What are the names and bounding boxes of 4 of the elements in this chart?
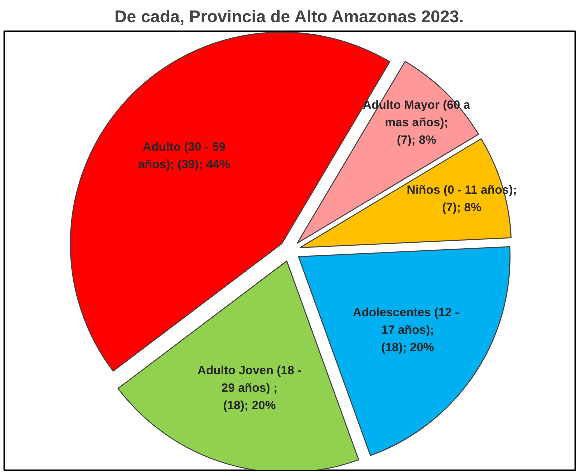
slice-label: Adulto (30 - 59 años); (39); 44% (138, 140, 231, 172)
chart-title: De cada, Provincia de Alto Amazonas 2023. (114, 8, 464, 26)
slice-label: Adulto Joven (18 - 29 años) ; (18); 20% (198, 363, 302, 412)
slice-label: Adolescentes (12 - 17 años); (18); 20% (353, 306, 460, 355)
